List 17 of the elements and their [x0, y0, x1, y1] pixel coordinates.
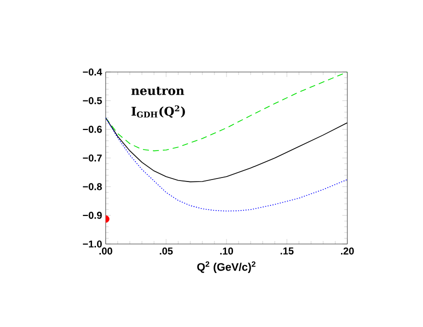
y-tick-label: −0.8: [82, 183, 102, 190]
y-tick-label: −0.5: [82, 97, 102, 104]
x-tick-label: .10: [220, 248, 234, 255]
y-tick-label: −0.9: [82, 212, 102, 219]
line-series: [106, 72, 348, 152]
x-axis-title: Q$^{2}$ (GeV/c)$^{2}$: [197, 261, 256, 273]
x-tick-label: .20: [341, 248, 354, 255]
x-tick-label: .00: [99, 248, 112, 255]
text: I$_{GDH}$(Q$^{2}$): [132, 105, 185, 118]
y-tick-label: −0.6: [82, 126, 102, 133]
y-tick-label: −0.7: [82, 154, 102, 162]
annotation: neutron: [131, 86, 184, 96]
line-series: [106, 117, 348, 212]
x-tick-label: .15: [280, 248, 294, 254]
y-tick-label: −1.0: [82, 240, 102, 248]
y-tick-label: −0.4: [82, 68, 102, 76]
x-tick-label: .05: [160, 248, 173, 255]
